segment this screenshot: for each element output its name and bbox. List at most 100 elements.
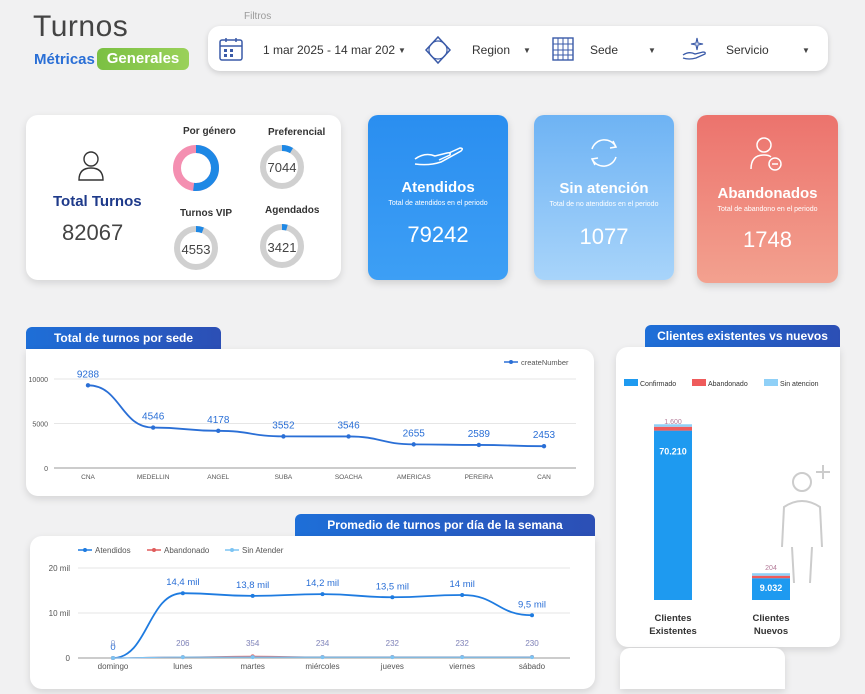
subtitle-metricas: Métricas	[34, 51, 95, 68]
y-tick-label: 5000	[32, 422, 48, 429]
x-tick-label: CAN	[537, 474, 551, 481]
filters-label: Filtros	[244, 11, 272, 22]
data-point	[346, 434, 351, 439]
total-turnos-label: Total Turnos	[53, 193, 142, 210]
x-tick-label: jueves	[380, 662, 404, 671]
data-point	[85, 383, 91, 388]
data-label: 4178	[207, 415, 230, 426]
date-range-dropdown[interactable]: 1 mar 2025 - 14 mar 202	[263, 43, 396, 57]
data-point	[530, 655, 534, 660]
total-turnos-value: 82067	[62, 220, 124, 245]
summary-card: Total Turnos 82067 Por género Preferenci…	[26, 115, 341, 280]
por-genero-label: Por género	[183, 126, 236, 137]
x-tick-label: Clientes	[655, 613, 692, 624]
service-hand-icon	[681, 35, 709, 68]
filter-bar: 1 mar 2025 - 14 mar 202 ▼ Region ▼ Sede …	[208, 26, 828, 71]
calendar-icon	[218, 36, 244, 67]
vip-label: Turnos VIP	[180, 208, 233, 219]
data-point	[320, 655, 325, 660]
kpi-abandonados: Abandonados Total de abandono en el peri…	[697, 115, 838, 283]
data-label: 0	[110, 642, 115, 653]
bar-confirmado	[752, 578, 790, 600]
chart-clientes-card: Confirmado Abandonado Sin atencion 70.210 1.…	[616, 347, 840, 647]
vip-value: 4553	[181, 242, 211, 257]
kpi-abandonados-title: Abandonados	[717, 185, 818, 202]
x-tick-label: viernes	[449, 662, 475, 671]
data-point	[460, 655, 465, 660]
chevron-down-icon[interactable]: ▼	[398, 46, 406, 55]
x-tick-label: AMERICAS	[397, 474, 432, 481]
region-dropdown[interactable]: Region	[472, 43, 511, 57]
legend-label: Sin atencion	[780, 381, 819, 388]
x-tick-label: SOACHA	[335, 474, 363, 481]
data-label: 4546	[142, 412, 165, 423]
x-tick-label: SUBA	[275, 474, 293, 481]
data-point	[390, 595, 395, 600]
legend-swatch	[692, 379, 706, 386]
x-tick-label: MEDELLIN	[137, 474, 170, 481]
series-line-atendidos	[112, 592, 533, 659]
legend-label: Confirmado	[640, 381, 676, 388]
kpi-atendidos-title: Atendidos	[401, 179, 475, 196]
kpi-atendidos: Atendidos Total de atendidos en el perio…	[368, 115, 508, 280]
data-point	[281, 434, 286, 439]
data-label: 232	[386, 639, 400, 648]
x-tick-label: lunes	[173, 662, 192, 671]
chart-dia-card: 20 mil 10 mil 0 0 14,4 mil 13,8 mil 14,2 mil 13…	[30, 536, 595, 689]
data-label: 232	[455, 639, 469, 648]
data-point	[541, 443, 547, 449]
data-point	[180, 591, 185, 596]
preferencial-donut	[260, 145, 304, 189]
data-label: 2589	[468, 429, 491, 440]
x-tick-label: miércoles	[305, 662, 339, 671]
agendados-donut	[260, 224, 304, 268]
x-tick-label: PEREIRA	[465, 474, 494, 481]
data-label: 2655	[403, 428, 426, 439]
chart-sede-title: Total de turnos por sede	[26, 327, 221, 349]
data-label: 3552	[272, 420, 295, 431]
data-point	[111, 656, 115, 660]
data-point	[460, 593, 465, 597]
agendados-label: Agendados	[265, 205, 320, 216]
kpi-sin-atencion-title: Sin atención	[559, 180, 649, 197]
x-tick-label: domingo	[98, 662, 129, 671]
legend-marker	[230, 548, 234, 552]
data-point	[180, 655, 185, 660]
data-point	[250, 593, 255, 598]
kpi-sin-atencion: Sin atención Total de no atendidos en el…	[534, 115, 674, 280]
data-point	[320, 592, 325, 597]
servicio-dropdown[interactable]: Servicio	[726, 43, 769, 57]
gender-donut	[173, 145, 219, 191]
chart-sede-card: 10000 5000 0 9288 CNA 4546 MEDELLIN 4178 ANGEL 35…	[26, 349, 594, 496]
legend-swatch	[764, 379, 778, 386]
x-tick-label: Clientes	[753, 613, 790, 624]
chevron-down-icon[interactable]: ▼	[802, 46, 810, 55]
kpi-sin-atencion-subtitle: Total de no atendidos en el periodo	[549, 201, 659, 208]
chevron-down-icon[interactable]: ▼	[648, 46, 656, 55]
legend-swatch	[624, 379, 638, 386]
x-tick-label: sábado	[519, 662, 546, 671]
y-tick-label: 0	[66, 654, 71, 663]
region-icon	[423, 35, 453, 70]
x-tick-label: CNA	[81, 474, 95, 481]
bar-sin-atencion	[752, 573, 790, 576]
user-icon	[76, 149, 106, 186]
data-label: 354	[246, 639, 260, 648]
hand-icon	[413, 139, 465, 172]
chart-sede: 10000 5000 0 9288 CNA 4546 MEDELLIN 4178 ANGEL 35…	[29, 358, 576, 481]
chart-clientes-title: Clientes existentes vs nuevos	[645, 325, 840, 347]
bar-confirmado	[654, 430, 692, 600]
chevron-down-icon[interactable]: ▼	[523, 46, 531, 55]
data-label: 9288	[77, 369, 100, 380]
y-tick-label: 0	[44, 466, 48, 473]
preferencial-value: 7044	[267, 160, 297, 175]
legend-label: Atendidos	[95, 546, 131, 555]
bar-value-label: 9.032	[760, 583, 783, 593]
data-label: 234	[316, 639, 330, 648]
bar-value-label: 1.600	[664, 419, 682, 426]
kpi-abandonados-subtitle: Total de abandono en el periodo	[717, 206, 818, 213]
sede-dropdown[interactable]: Sede	[590, 43, 619, 57]
user-minus-icon	[747, 135, 787, 180]
data-point	[476, 442, 482, 448]
person-plus-icon	[781, 465, 830, 584]
